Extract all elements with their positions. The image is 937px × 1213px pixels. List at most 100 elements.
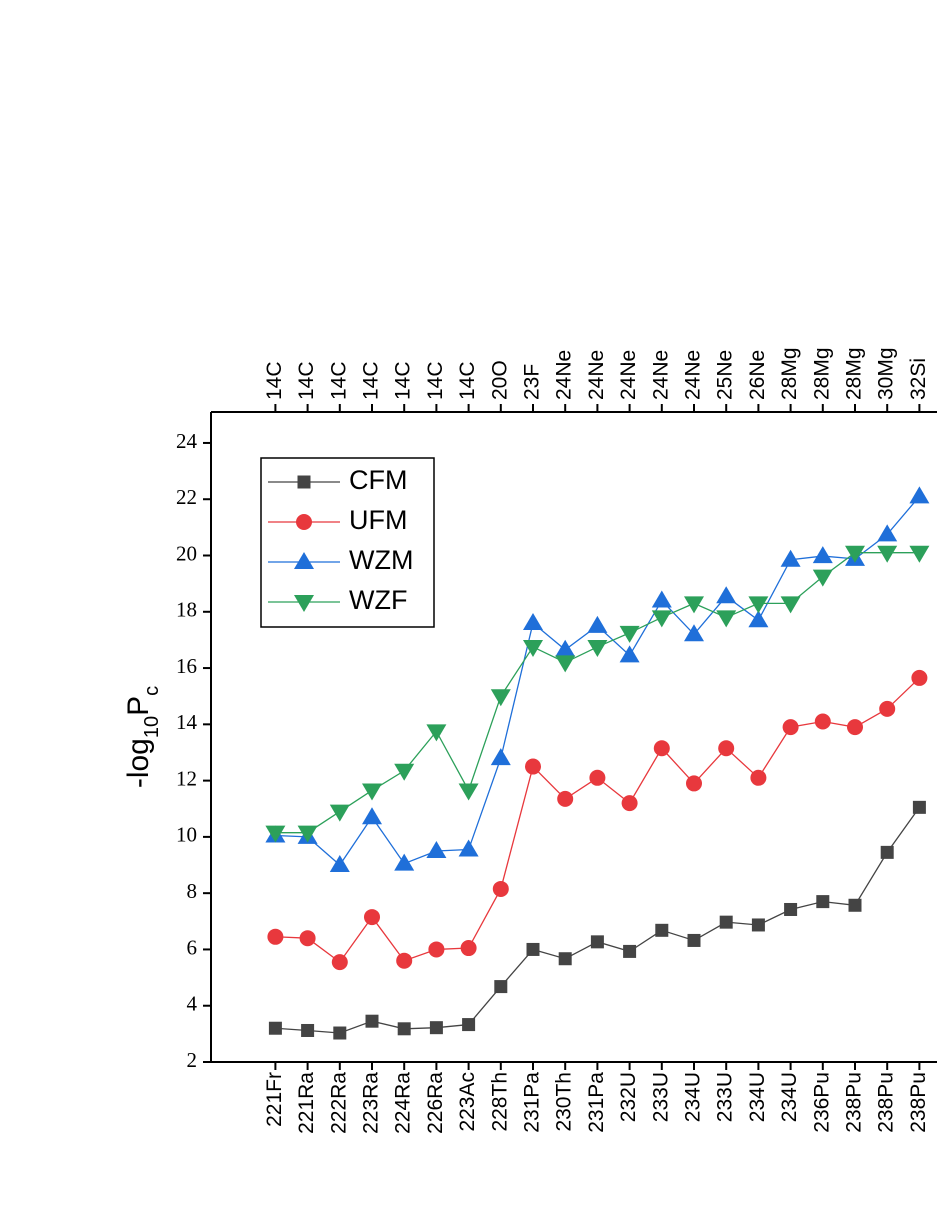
marker [621,795,638,812]
legend-label: UFM [349,505,407,535]
top-tick-label: 32Si [907,358,930,400]
legend-label: WZM [349,545,413,575]
x-tick-label: 232U [617,1072,640,1122]
marker [880,845,894,859]
marker [814,713,831,730]
marker [877,524,898,542]
marker [362,783,382,801]
marker [716,610,737,628]
marker [784,902,798,916]
top-tick-label: 14C [295,361,318,400]
y-tick-label: 20 [176,541,197,565]
legend-label: CFM [349,465,407,495]
x-tick-label: 230Th [553,1072,576,1132]
top-tick-label: 28Mg [810,347,833,400]
top-tick-label: 24Ne [553,350,576,400]
marker [297,825,318,843]
marker [748,610,769,628]
x-tick-label: 238Pu [907,1072,930,1133]
x-tick-label: 228Th [488,1072,511,1132]
marker [911,669,928,686]
marker [426,840,447,858]
top-tick-label: 24Ne [585,350,608,400]
marker [301,1023,315,1037]
x-tick-label: 224Ra [392,1072,415,1134]
marker [555,639,576,657]
marker [909,545,930,563]
marker [428,941,445,958]
top-tick-label: 14C [392,361,415,400]
marker [460,940,477,957]
marker [265,825,286,843]
y-tick-label: 22 [176,485,197,509]
x-tick-label: 234U [746,1072,769,1122]
top-tick-label: 24Ne [617,350,640,400]
x-tick-label: 222Ra [327,1072,350,1134]
marker [590,935,604,949]
marker [397,1022,411,1036]
marker [490,748,511,766]
x-tick-label: 236Pu [810,1072,833,1133]
top-tick-label: 23F [521,364,544,400]
top-tick-label: 20O [488,360,511,400]
marker [780,549,801,567]
marker [655,923,669,937]
marker [294,552,314,569]
marker [523,639,543,657]
x-tick-label: 221Ra [295,1072,318,1134]
y-tick-label: 12 [176,766,197,790]
top-tick-label: 26Ne [746,350,769,400]
marker [490,689,511,707]
legend-label: WZF [349,585,407,615]
x-tick-label: 233U [714,1072,737,1122]
marker [848,898,862,912]
top-tick-label: 25Ne [714,350,737,400]
marker [684,596,704,614]
marker [526,942,540,956]
x-tick-label: 223Ac [456,1072,479,1132]
y-axis-label: -log10Pc [122,686,163,788]
x-tick-label: 238Pu [843,1072,866,1133]
marker [845,545,865,563]
marker [294,595,314,612]
marker [429,1021,443,1035]
marker [847,719,863,736]
marker [719,915,733,929]
marker [364,909,380,926]
marker [587,639,608,657]
top-tick-label: 28Mg [843,347,866,400]
marker [912,800,926,814]
marker [909,486,930,504]
top-tick-label: 30Mg [875,347,898,400]
marker [651,590,672,608]
marker [589,769,606,786]
marker [362,807,382,825]
x-tick-label: 231Pa [521,1072,544,1133]
y-tick-label: 4 [187,992,198,1016]
marker [426,724,447,742]
marker [687,933,701,947]
x-tick-label: 234U [778,1072,801,1122]
top-tick-label: 28Mg [778,347,801,400]
x-tick-label: 234U [682,1072,705,1122]
marker [458,839,479,857]
marker [394,853,415,871]
marker [587,615,608,633]
marker [268,1021,282,1035]
marker [297,475,311,489]
marker [684,624,704,642]
marker [812,546,833,564]
marker [651,610,672,628]
marker [619,645,640,663]
y-tick-label: 10 [176,823,197,847]
y-tick-label: 6 [187,935,198,959]
top-tick-label: 14C [360,361,383,400]
marker [623,944,637,958]
marker [329,804,350,822]
marker [458,783,479,801]
y-tick-label: 14 [176,710,198,734]
top-tick-label: 14C [424,361,447,400]
y-tick-label: 24 [176,429,198,453]
marker [329,855,350,873]
top-tick-label: 14C [327,361,350,400]
